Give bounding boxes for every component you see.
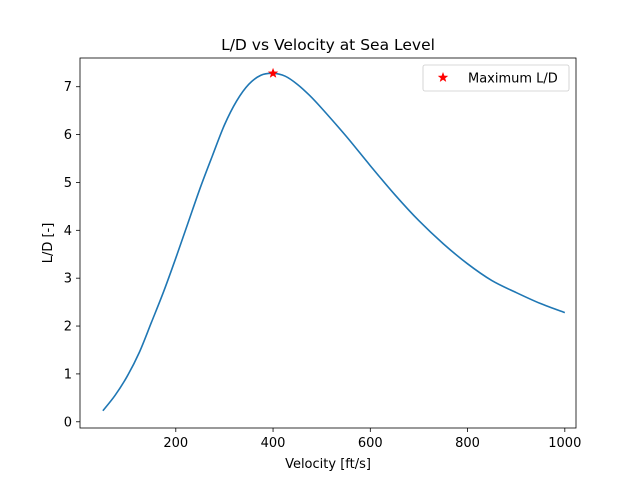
x-axis-ticks: 200 400 600 800 1000 — [163, 428, 581, 451]
y-tick-label: 2 — [64, 320, 72, 335]
legend-label-maximum-ld: Maximum L/D — [468, 72, 558, 87]
y-tick-label: 6 — [64, 128, 72, 143]
chart-title: L/D vs Velocity at Sea Level — [221, 36, 435, 54]
y-tick-label: 0 — [64, 415, 72, 430]
x-axis-label: Velocity [ft/s] — [285, 457, 371, 472]
y-axis-label: L/D [-] — [41, 223, 56, 264]
legend-box — [422, 64, 570, 92]
y-tick-label: 4 — [64, 224, 72, 239]
x-tick-label: 800 — [455, 436, 480, 451]
legend: Maximum L/D — [422, 64, 570, 92]
y-tick-label: 5 — [64, 176, 72, 191]
x-tick-label: 1000 — [548, 436, 581, 451]
y-axis-ticks: 0 1 2 3 4 5 6 7 — [64, 80, 80, 430]
x-tick-label: 400 — [261, 436, 286, 451]
y-tick-label: 1 — [64, 367, 72, 382]
plot-area: 200 400 600 800 1000 0 1 2 3 4 5 6 7 — [64, 57, 581, 451]
max-ld-marker — [267, 67, 279, 78]
plot-background — [80, 58, 576, 428]
y-tick-label: 3 — [64, 272, 72, 287]
x-tick-label: 200 — [163, 436, 188, 451]
plot-frame — [79, 57, 577, 429]
x-tick-label: 600 — [358, 436, 383, 451]
y-tick-label: 7 — [64, 80, 72, 95]
legend-star-icon — [437, 72, 449, 82]
